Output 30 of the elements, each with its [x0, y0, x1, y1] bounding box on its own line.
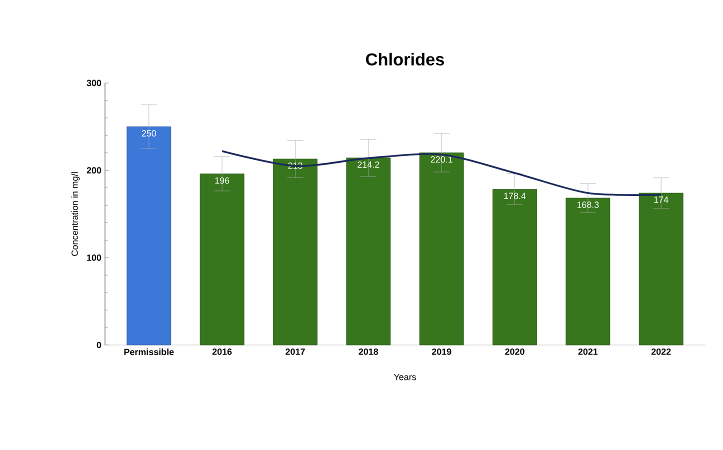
bar [273, 158, 318, 346]
x-tick-label: 2016 [212, 348, 232, 355]
x-tick-label: 2020 [505, 348, 524, 355]
x-tick-label: Permissible [124, 348, 174, 356]
data-label: 168.3 [577, 202, 599, 208]
bar [419, 152, 464, 346]
y-tick-label: 100 [87, 254, 102, 261]
data-label: 174 [654, 196, 668, 203]
chart-title: Chlorides [366, 52, 444, 66]
data-label: 220.1 [430, 156, 452, 163]
bar [126, 126, 172, 346]
x-tick-label: 2019 [432, 348, 452, 355]
data-label: 214.2 [358, 161, 380, 168]
bar [492, 188, 537, 346]
bar [200, 174, 244, 346]
x-tick-label: 2022 [651, 348, 671, 355]
data-label: 250 [142, 130, 156, 137]
bar [638, 192, 684, 346]
data-label: 178.4 [504, 192, 526, 200]
y-tick-label: 300 [86, 80, 102, 86]
y-tick-label: 200 [86, 167, 102, 174]
x-tick-label: 2021 [578, 348, 598, 355]
data-label: 196 [215, 177, 230, 184]
y-axis-title: Concentration in mg/l [71, 172, 80, 256]
x-tick-label: 2018 [358, 348, 378, 355]
bar [566, 198, 610, 346]
y-tick-label: 0 [96, 342, 102, 348]
bar [346, 158, 391, 346]
x-tick-label: 2017 [286, 348, 305, 355]
x-axis-title: Years [394, 374, 416, 380]
